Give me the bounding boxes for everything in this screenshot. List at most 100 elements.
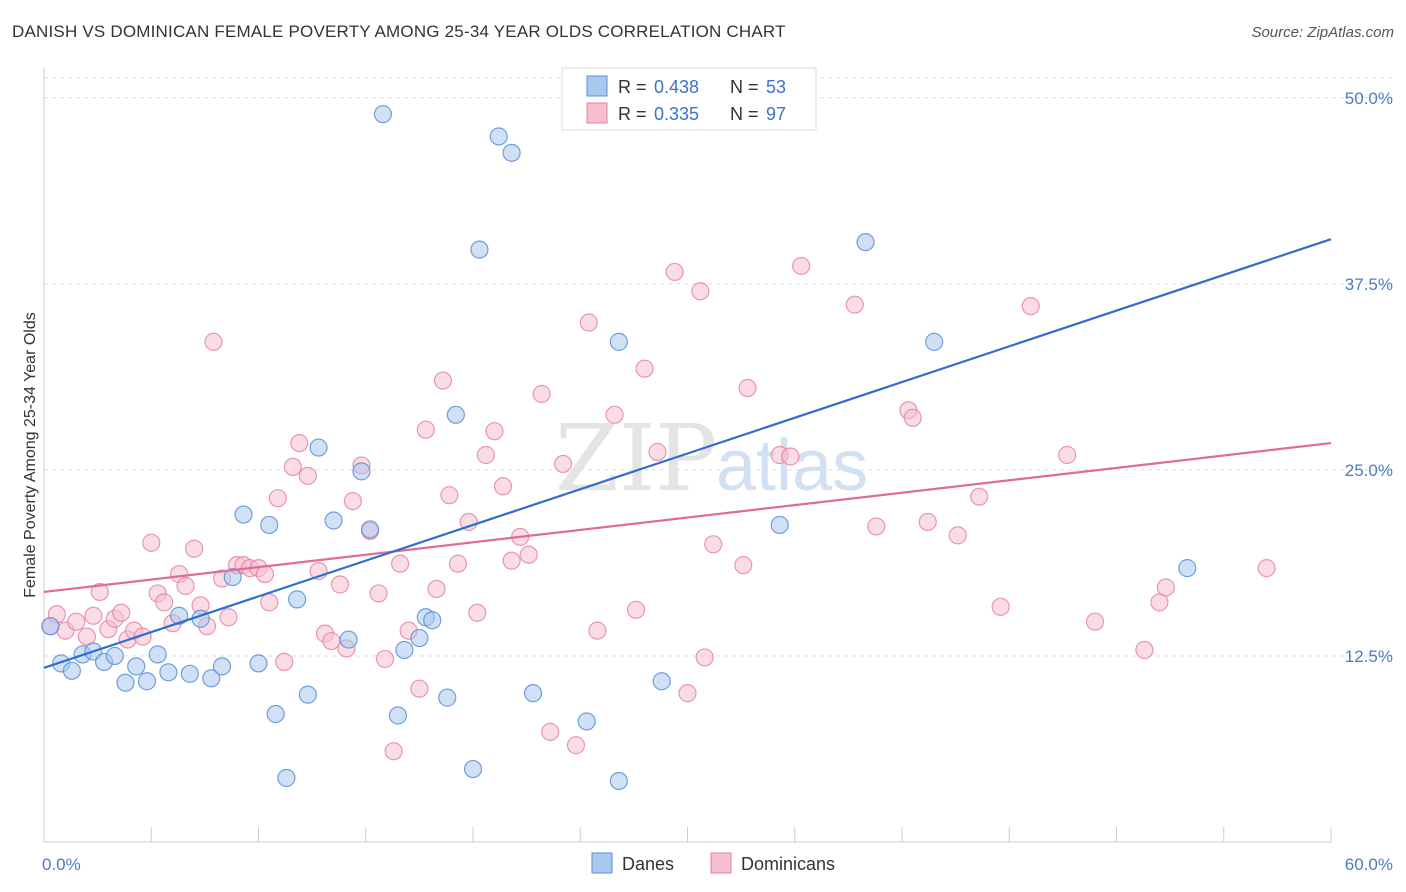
- dominicans-point: [375, 649, 395, 669]
- danes-point: [577, 712, 596, 731]
- legend-n-label-dominicans: N =: [730, 104, 759, 124]
- dominicans-point: [330, 575, 350, 594]
- stats-legend: R = 0.438 N = 53 R = 0.335 N = 97: [561, 67, 817, 131]
- bottom-legend-label-dominicans: Dominicans: [741, 854, 835, 874]
- dominicans-point: [1257, 559, 1276, 578]
- dominicans-point: [459, 512, 478, 532]
- danes-point: [260, 515, 279, 535]
- bottom-legend-swatch-danes: [591, 852, 613, 874]
- dominicans-point: [626, 600, 646, 619]
- dominicans-point: [468, 603, 487, 622]
- dominicans-point: [290, 433, 309, 453]
- dominicans-point: [384, 742, 403, 761]
- danes-point: [770, 515, 789, 535]
- dominicans-point: [970, 487, 989, 506]
- bottom-legend-swatch-dominicans: [710, 852, 732, 874]
- series-legend: Danes Dominicans: [591, 852, 835, 874]
- dominicans-point: [84, 606, 103, 625]
- danes-point: [137, 672, 157, 691]
- dominicans-point: [275, 652, 294, 671]
- danes-point: [373, 105, 393, 124]
- y-tick-label: 25.0%: [1345, 461, 1393, 480]
- danes-point: [202, 669, 221, 688]
- danes-point: [170, 606, 189, 625]
- dominicans-point: [588, 621, 607, 640]
- danes-point: [609, 771, 628, 791]
- danes-point: [395, 640, 414, 660]
- dominicans-point: [502, 551, 521, 570]
- dominicans-point: [605, 405, 624, 424]
- dominicans-point: [579, 313, 598, 332]
- dominicans-point: [369, 584, 388, 603]
- x-axis-ticks: [43, 827, 1332, 842]
- dominicans-point: [268, 489, 287, 508]
- danes-point: [116, 673, 135, 692]
- dominicans-point: [845, 295, 864, 314]
- danes-point: [62, 661, 81, 680]
- danes-point: [925, 332, 944, 351]
- danes-point: [298, 685, 317, 704]
- danes-points: [41, 105, 1197, 791]
- dominicans-point: [410, 679, 429, 698]
- dominicans-point: [260, 593, 279, 612]
- danes-point: [159, 663, 178, 682]
- danes-point: [180, 664, 199, 683]
- dominicans-point: [695, 648, 714, 667]
- danes-point: [105, 646, 124, 666]
- legend-r-label-dominicans: R =: [618, 104, 647, 124]
- dominicans-point: [427, 579, 446, 599]
- dominicans-point: [322, 631, 341, 651]
- danes-point: [502, 143, 521, 162]
- danes-point: [309, 438, 328, 457]
- danes-point: [148, 645, 167, 664]
- dominicans-point: [298, 466, 317, 485]
- danes-point: [266, 704, 285, 724]
- dominicans-point: [142, 533, 161, 552]
- watermark-atlas: atlas: [716, 426, 868, 506]
- danes-trend-line: [43, 238, 1332, 669]
- dominicans-point: [1135, 640, 1154, 660]
- watermark: ZIP atlas: [555, 405, 868, 512]
- x-tick-label-max: 60.0%: [1345, 855, 1393, 874]
- danes-point: [410, 628, 429, 648]
- y-tick-labels: 12.5% 25.0% 37.5% 50.0%: [1345, 89, 1393, 666]
- dominicans-point: [648, 442, 667, 462]
- danes-point: [277, 768, 296, 788]
- dominicans-point: [918, 512, 937, 532]
- y-tick-label: 12.5%: [1345, 647, 1393, 666]
- danes-point: [1178, 559, 1197, 578]
- dominicans-point: [903, 408, 922, 427]
- danes-point: [249, 654, 268, 673]
- dominicans-point: [90, 582, 109, 602]
- danes-point: [324, 511, 343, 530]
- danes-point: [489, 127, 508, 146]
- dominicans-point: [219, 608, 238, 627]
- danes-point: [288, 590, 307, 609]
- trend-lines: [43, 238, 1332, 669]
- legend-swatch-danes: [586, 75, 608, 97]
- danes-point: [523, 684, 543, 703]
- dominicans-point: [433, 371, 453, 390]
- danes-point: [856, 233, 875, 252]
- dominicans-point: [1156, 578, 1175, 597]
- dominicans-point: [440, 486, 459, 505]
- danes-point: [438, 688, 457, 707]
- watermark-zip: ZIP: [555, 405, 717, 512]
- dominicans-point: [678, 684, 697, 703]
- dominicans-point: [185, 539, 204, 558]
- dominicans-point: [541, 722, 560, 741]
- danes-point: [234, 505, 253, 524]
- danes-point: [423, 611, 442, 630]
- legend-n-label-danes: N =: [730, 77, 759, 97]
- danes-point: [446, 405, 465, 424]
- dominicans-point: [553, 454, 573, 474]
- dominicans-point: [390, 554, 410, 573]
- dominicans-point: [283, 457, 302, 477]
- dominicans-point: [566, 736, 586, 755]
- legend-n-value-danes: 53: [766, 77, 786, 97]
- legend-r-value-dominicans: 0.335: [654, 104, 699, 124]
- danes-point: [127, 657, 146, 676]
- chart-source: Source: ZipAtlas.com: [1251, 24, 1394, 41]
- danes-point: [463, 759, 483, 779]
